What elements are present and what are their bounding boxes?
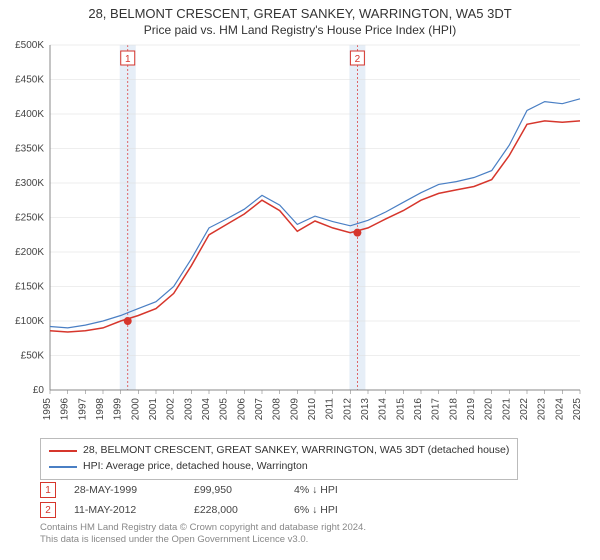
- svg-text:2000: 2000: [130, 398, 141, 421]
- svg-text:£100K: £100K: [15, 316, 44, 327]
- marker-pct: 6% ↓ HPI: [294, 504, 414, 516]
- svg-text:£250K: £250K: [15, 213, 44, 224]
- legend-item: HPI: Average price, detached house, Warr…: [49, 459, 509, 475]
- legend-swatch: [49, 466, 77, 468]
- svg-text:2006: 2006: [236, 398, 247, 421]
- svg-text:2005: 2005: [219, 398, 230, 421]
- marker-date: 28-MAY-1999: [74, 484, 194, 496]
- svg-text:£350K: £350K: [15, 144, 44, 155]
- legend: 28, BELMONT CRESCENT, GREAT SANKEY, WARR…: [40, 438, 518, 480]
- svg-text:2016: 2016: [413, 398, 424, 421]
- svg-text:2019: 2019: [466, 398, 477, 421]
- svg-text:1996: 1996: [60, 398, 71, 421]
- svg-text:£450K: £450K: [15, 75, 44, 86]
- marker-number: 2: [40, 502, 56, 518]
- svg-text:£150K: £150K: [15, 282, 44, 293]
- svg-text:£400K: £400K: [15, 109, 44, 120]
- svg-text:2009: 2009: [289, 398, 300, 421]
- svg-text:1995: 1995: [42, 398, 53, 421]
- svg-text:2015: 2015: [395, 398, 406, 421]
- svg-text:£300K: £300K: [15, 178, 44, 189]
- svg-text:2002: 2002: [166, 398, 177, 421]
- svg-text:2007: 2007: [254, 398, 265, 421]
- svg-text:£200K: £200K: [15, 247, 44, 258]
- svg-text:2010: 2010: [307, 398, 318, 421]
- marker-number: 1: [40, 482, 56, 498]
- price-chart: £0£50K£100K£150K£200K£250K£300K£350K£400…: [50, 45, 580, 390]
- svg-text:2022: 2022: [519, 398, 530, 421]
- marker-price: £99,950: [194, 484, 294, 496]
- svg-text:2017: 2017: [431, 398, 442, 421]
- svg-text:1: 1: [125, 54, 131, 65]
- svg-text:2008: 2008: [272, 398, 283, 421]
- svg-text:2: 2: [355, 54, 361, 65]
- svg-text:2018: 2018: [448, 398, 459, 421]
- marker-row: 1 28-MAY-1999 £99,950 4% ↓ HPI: [40, 480, 414, 500]
- title-main: 28, BELMONT CRESCENT, GREAT SANKEY, WARR…: [0, 6, 600, 21]
- svg-text:2023: 2023: [537, 398, 548, 421]
- svg-text:2013: 2013: [360, 398, 371, 421]
- legend-item: 28, BELMONT CRESCENT, GREAT SANKEY, WARR…: [49, 443, 509, 459]
- title-sub: Price paid vs. HM Land Registry's House …: [0, 23, 600, 37]
- svg-text:1999: 1999: [113, 398, 124, 421]
- legend-swatch: [49, 450, 77, 452]
- legend-label: 28, BELMONT CRESCENT, GREAT SANKEY, WARR…: [83, 443, 509, 459]
- svg-text:£0: £0: [33, 385, 45, 396]
- marker-row: 2 11-MAY-2012 £228,000 6% ↓ HPI: [40, 500, 414, 520]
- svg-text:2014: 2014: [378, 398, 389, 421]
- marker-price: £228,000: [194, 504, 294, 516]
- svg-text:2020: 2020: [484, 398, 495, 421]
- svg-text:1997: 1997: [77, 398, 88, 421]
- footer-line: This data is licensed under the Open Gov…: [40, 534, 366, 546]
- svg-text:2004: 2004: [201, 398, 212, 421]
- svg-text:2024: 2024: [554, 398, 565, 421]
- svg-text:£50K: £50K: [21, 351, 45, 362]
- svg-text:2011: 2011: [325, 398, 336, 420]
- legend-label: HPI: Average price, detached house, Warr…: [83, 459, 308, 475]
- svg-text:£500K: £500K: [15, 40, 44, 51]
- svg-text:2021: 2021: [501, 398, 512, 421]
- svg-text:2003: 2003: [183, 398, 194, 421]
- svg-text:1998: 1998: [95, 398, 106, 421]
- marker-table: 1 28-MAY-1999 £99,950 4% ↓ HPI 2 11-MAY-…: [40, 480, 414, 520]
- footer: Contains HM Land Registry data © Crown c…: [40, 522, 366, 547]
- svg-text:2001: 2001: [148, 398, 159, 421]
- footer-line: Contains HM Land Registry data © Crown c…: [40, 522, 366, 534]
- marker-date: 11-MAY-2012: [74, 504, 194, 516]
- marker-pct: 4% ↓ HPI: [294, 484, 414, 496]
- svg-text:2012: 2012: [342, 398, 353, 421]
- svg-text:2025: 2025: [572, 398, 583, 421]
